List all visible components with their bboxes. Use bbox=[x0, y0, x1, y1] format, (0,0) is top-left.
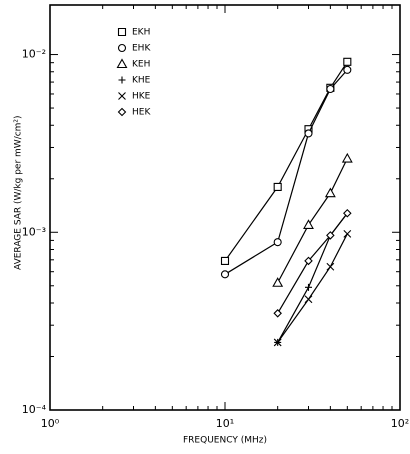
marker bbox=[273, 182, 282, 191]
marker bbox=[273, 238, 282, 247]
marker bbox=[303, 219, 314, 229]
y-tick-label: 10⁻² bbox=[22, 48, 46, 61]
legend-label: HKE bbox=[132, 92, 151, 102]
y-tick-label: 10⁻³ bbox=[22, 225, 46, 238]
marker bbox=[273, 309, 282, 318]
series-line bbox=[277, 212, 348, 314]
marker bbox=[324, 187, 336, 198]
x-tick-label: 10⁰ bbox=[41, 417, 60, 430]
marker bbox=[220, 256, 230, 265]
legend-marker bbox=[118, 76, 126, 84]
series-line bbox=[277, 212, 348, 343]
series-line bbox=[277, 233, 348, 343]
y-axis-label: AVERAGE SAR (W/kg per mW/cm²) bbox=[14, 115, 24, 270]
series-line bbox=[277, 158, 348, 284]
marker bbox=[304, 283, 312, 291]
legend-marker bbox=[117, 43, 127, 53]
marker bbox=[304, 295, 313, 304]
marker bbox=[304, 129, 313, 138]
legend-label: KEH bbox=[132, 60, 150, 70]
marker bbox=[326, 231, 335, 240]
x-tick-label: 10² bbox=[391, 417, 409, 430]
marker bbox=[343, 208, 352, 218]
x-axis-label: FREQUENCY (MHz) bbox=[183, 436, 267, 446]
x-tick-label: 10¹ bbox=[216, 417, 234, 430]
marker bbox=[343, 65, 352, 74]
legend-label: HEK bbox=[132, 108, 151, 118]
marker bbox=[343, 57, 352, 66]
legend-label: KHE bbox=[132, 76, 151, 86]
marker bbox=[272, 277, 284, 287]
legend-marker bbox=[117, 107, 127, 117]
legend-marker bbox=[117, 27, 127, 37]
marker bbox=[273, 338, 282, 347]
marker bbox=[343, 229, 352, 238]
y-tick-label: 10⁻⁴ bbox=[22, 403, 47, 416]
marker bbox=[326, 262, 335, 271]
marker bbox=[304, 256, 313, 266]
marker bbox=[341, 152, 353, 163]
marker bbox=[220, 270, 230, 279]
marker bbox=[326, 84, 335, 94]
legend-marker bbox=[116, 58, 128, 69]
legend-marker bbox=[118, 92, 126, 100]
legend-label: EHK bbox=[132, 44, 151, 54]
legend-label: EKH bbox=[132, 28, 150, 38]
